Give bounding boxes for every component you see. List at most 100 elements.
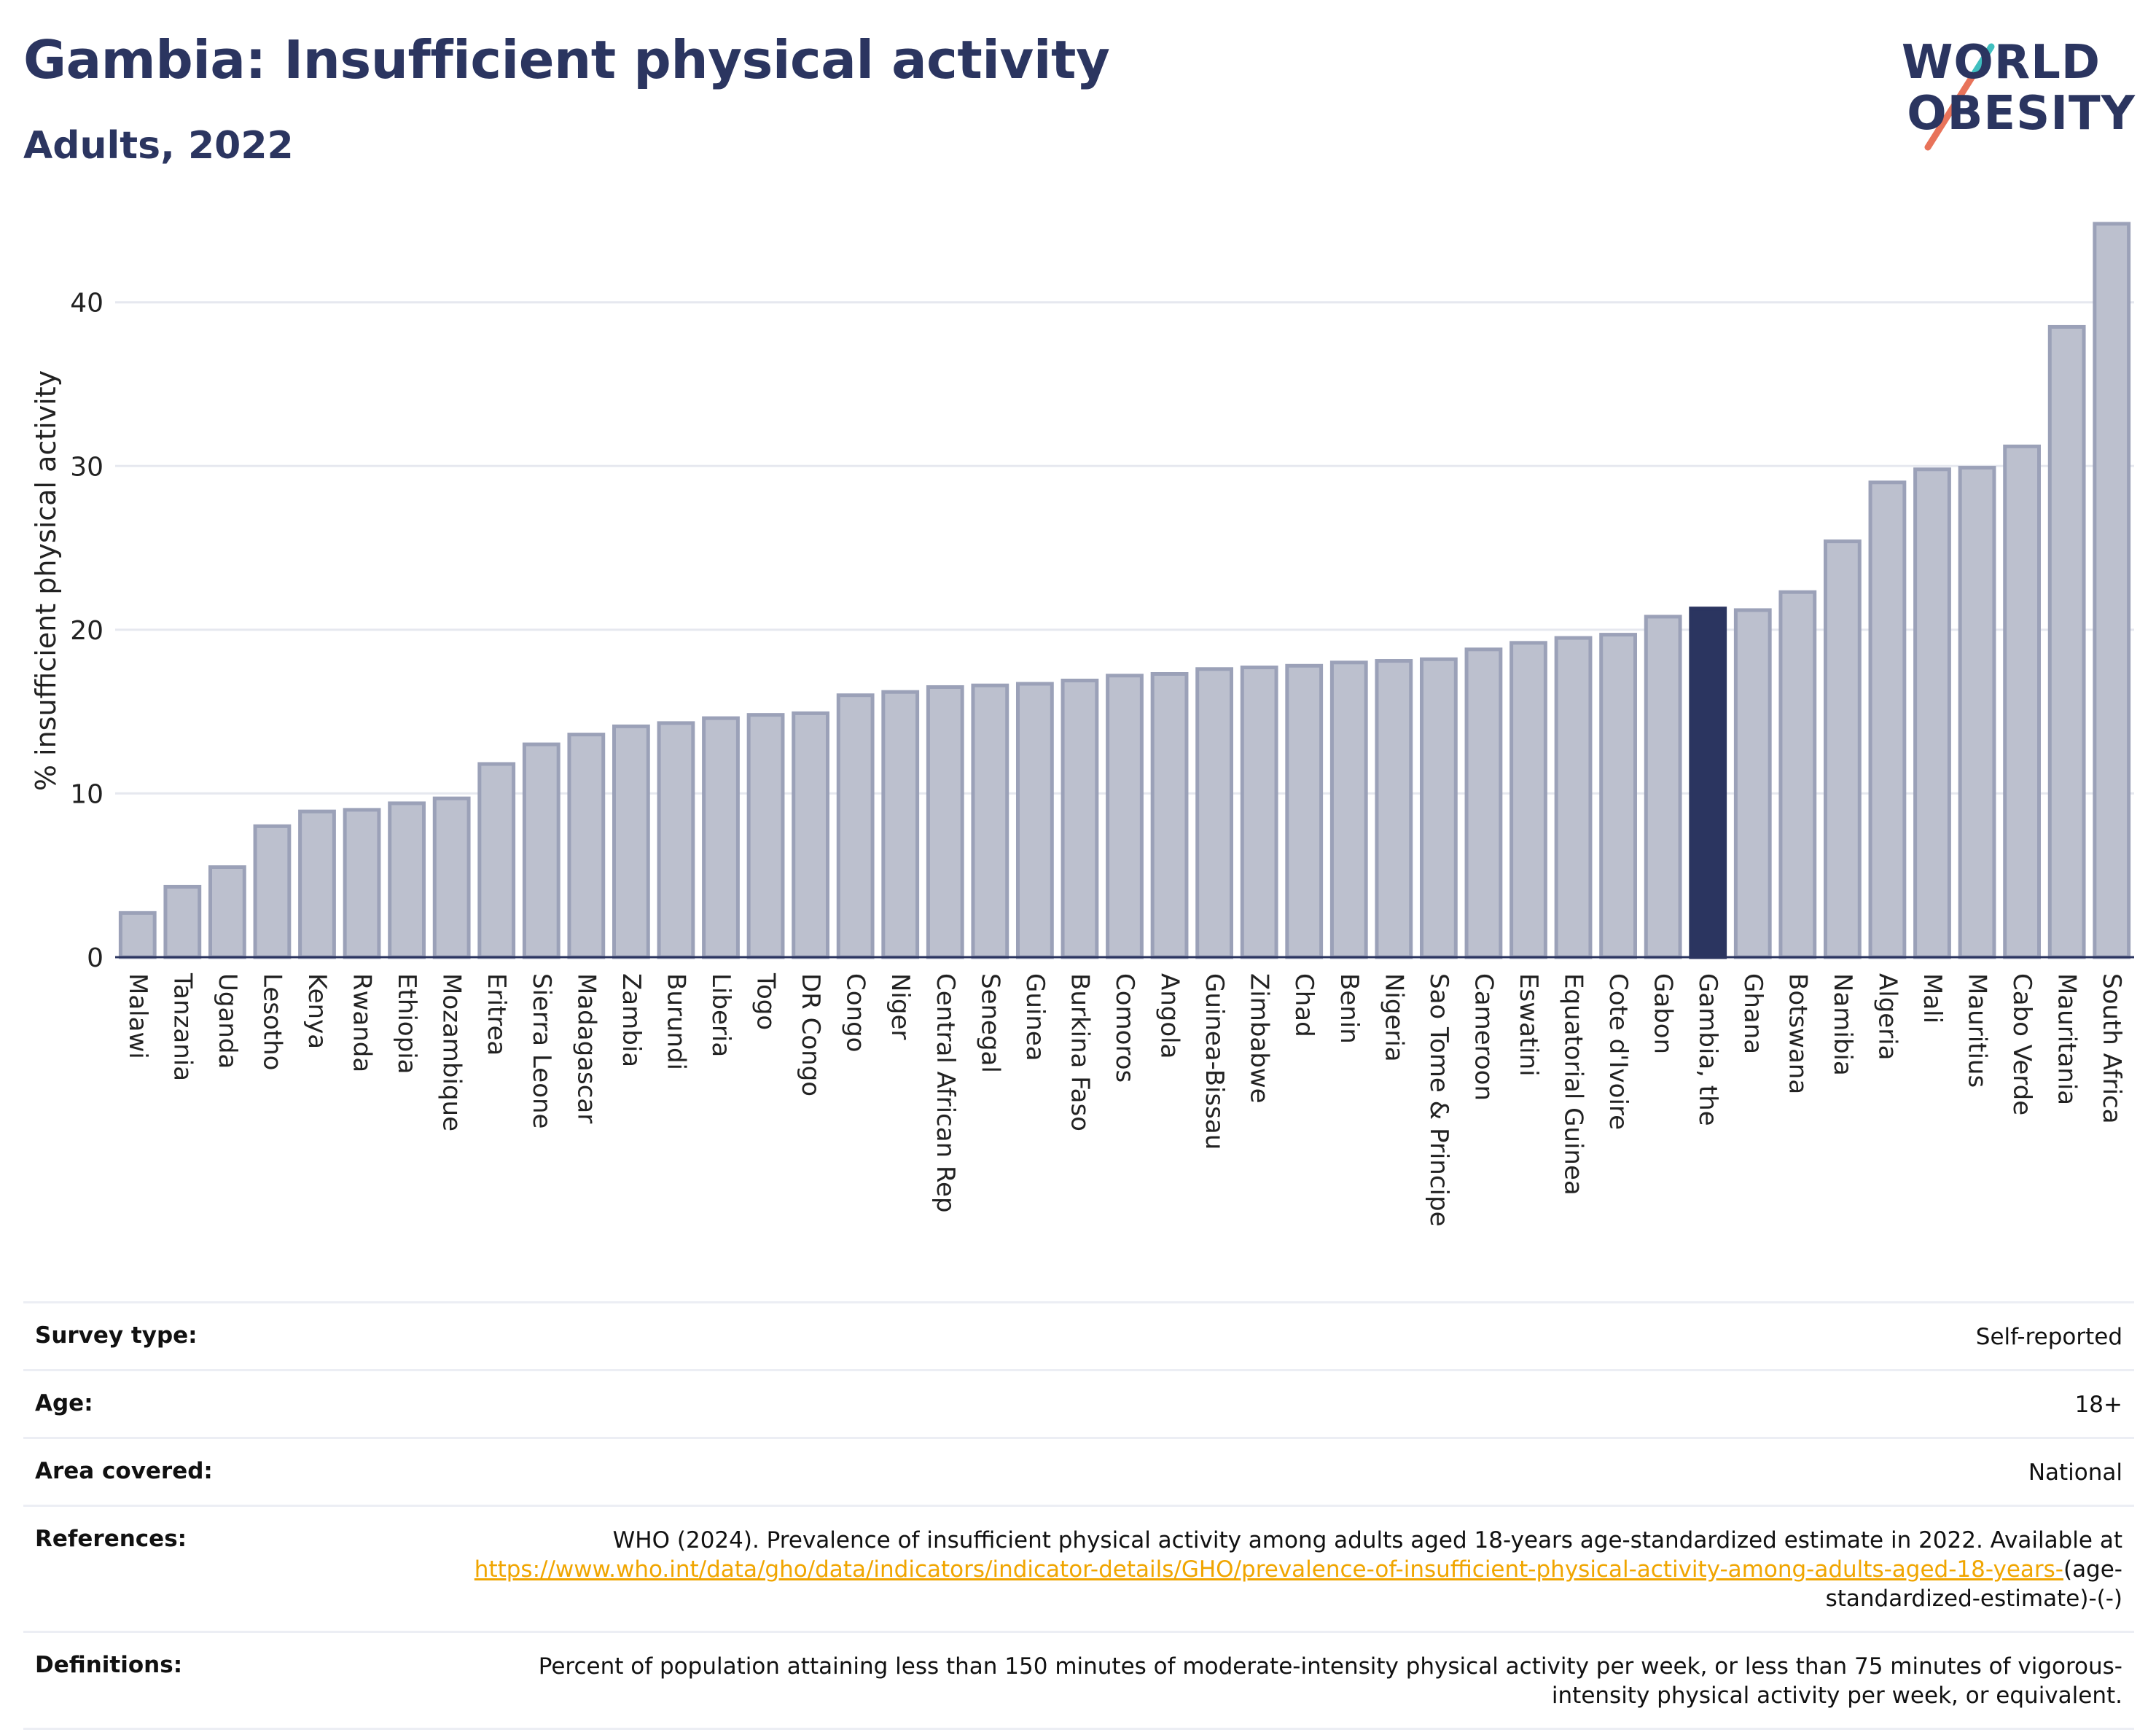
x-tick-label: Zimbabwe [1245, 973, 1274, 1104]
chart-title: Gambia: Insufficient physical activity [23, 29, 1110, 90]
bar [1106, 674, 1144, 959]
bar [567, 733, 606, 959]
x-tick-label: Uganda [213, 973, 242, 1069]
x-tick-label: Ghana [1738, 973, 1768, 1054]
x-tick-label: Zambia [617, 973, 646, 1067]
references-link[interactable]: https://www.who.int/data/gho/data/indica… [474, 1556, 2063, 1583]
bar [208, 865, 246, 959]
y-tick-label: 0 [87, 943, 103, 973]
x-tick-label: Mauritania [2053, 973, 2082, 1105]
survey-type-row: Survey type: Self-reported [23, 1301, 2134, 1369]
x-tick-label: Tanzania [168, 972, 197, 1081]
y-tick-label: 30 [70, 452, 103, 482]
area-covered-value: National [2028, 1459, 2122, 1486]
x-tick-label: Kenya [302, 973, 332, 1049]
bar [1958, 466, 1996, 959]
definitions-value: Percent of population attaining less tha… [538, 1653, 2122, 1709]
x-tick-label: Chad [1289, 973, 1319, 1037]
bar [477, 762, 516, 959]
bar [1823, 539, 1862, 959]
bar [657, 721, 695, 959]
bar [746, 713, 785, 959]
bar-chart: 0 10 20 30 40 Malawi Tanzania Uganda Lesotho Keny… [30, 222, 2134, 1227]
logo-word-obesity: OBESITY [1907, 87, 2136, 141]
x-tick-label: Togo [751, 972, 781, 1030]
bar [1195, 667, 1234, 959]
bar [702, 716, 740, 959]
bar [343, 808, 381, 959]
y-tick-label: 20 [70, 616, 103, 646]
y-tick-label: 10 [70, 779, 103, 809]
logo-word-world: WORLD [1901, 36, 2101, 90]
bar [253, 824, 292, 959]
x-tick-label: Mali [1918, 973, 1947, 1024]
x-tick-label: Liberia [706, 973, 735, 1057]
bar [1240, 666, 1278, 959]
x-tick-label: Lesotho [257, 973, 286, 1070]
bar [2093, 222, 2131, 959]
x-tick-label: Cabo Verde [2007, 973, 2036, 1115]
area-covered-label: Area covered: [35, 1458, 213, 1484]
x-tick-label: Congo [841, 973, 870, 1052]
x-tick-label: Eswatini [1514, 973, 1543, 1077]
x-tick-label: Cote d'Ivoire [1604, 973, 1633, 1130]
x-tick-label: Niger [886, 973, 915, 1040]
bar [1015, 682, 1054, 959]
y-tick-label: 40 [70, 289, 103, 319]
references-suffix: (age-standardized-estimate)-(-) [1825, 1556, 2122, 1612]
x-tick-label: Mauritius [1963, 973, 1992, 1088]
x-tick-label: Nigeria [1379, 973, 1408, 1062]
references-row: References: WHO (2024). Prevalence of in… [23, 1505, 2134, 1631]
references-label: References: [35, 1526, 187, 1552]
bar [792, 711, 830, 959]
x-tick-label: Namibia [1828, 973, 1857, 1076]
bar [1644, 615, 1682, 959]
bar [1868, 480, 1907, 959]
bar [388, 801, 426, 959]
x-tick-label: Central African Rep [931, 973, 960, 1213]
bar [612, 724, 650, 959]
bar [1464, 647, 1503, 959]
x-tick-label: Guinea-Bissau [1200, 973, 1229, 1150]
age-label: Age: [35, 1390, 93, 1416]
x-tick-label: Equatorial Guinea [1559, 973, 1588, 1196]
bar [1150, 672, 1189, 959]
x-tick-label: Cameroon [1469, 973, 1498, 1101]
x-tick-label: Senegal [975, 973, 1004, 1073]
bar [926, 685, 964, 959]
bar [881, 690, 920, 959]
x-tick-label: Gabon [1649, 973, 1678, 1054]
bar [118, 911, 157, 959]
bar [1375, 659, 1413, 959]
survey-type-value: Self-reported [1975, 1324, 2122, 1350]
references-text: WHO (2024). Prevalence of insufficient p… [612, 1527, 2122, 1553]
x-tick-label: Malawi [123, 973, 152, 1059]
logo-slash-lower [1924, 71, 1977, 151]
bar [1329, 660, 1368, 959]
bar [2003, 444, 2042, 959]
bar [163, 884, 202, 959]
age-row: Age: 18+ [23, 1369, 2134, 1437]
x-tick-label: Guinea [1020, 973, 1050, 1061]
x-tick-label: Eritrea [482, 973, 511, 1056]
x-tick-label: Sierra Leone [527, 973, 556, 1128]
axes: 0 10 20 30 40 Malawi Tanzania Uganda Lesotho Keny… [70, 289, 2134, 1227]
definitions-row: Definitions: Percent of population attai… [23, 1631, 2134, 1730]
x-tick-label: South Africa [2097, 973, 2126, 1124]
area-covered-row: Area covered: National [23, 1437, 2134, 1505]
bar [298, 809, 336, 959]
chart-subtitle: Adults, 2022 [23, 124, 294, 168]
metadata-table: Survey type: Self-reported Age: 18+ Area… [23, 1301, 2134, 1730]
bar [1509, 641, 1547, 959]
x-tick-label: Comoros [1110, 973, 1139, 1083]
x-tick-label: Rwanda [348, 973, 377, 1072]
bars [118, 222, 2131, 959]
bar [1913, 467, 1951, 959]
y-axis-label: % insufficient physical activity [30, 370, 62, 791]
logo-slash-icon [1924, 43, 1995, 151]
definitions-label: Definitions: [35, 1652, 183, 1678]
bar [1285, 663, 1324, 959]
x-tick-label: Madagascar [571, 973, 601, 1123]
bar [1733, 608, 1772, 959]
bar [522, 742, 561, 959]
